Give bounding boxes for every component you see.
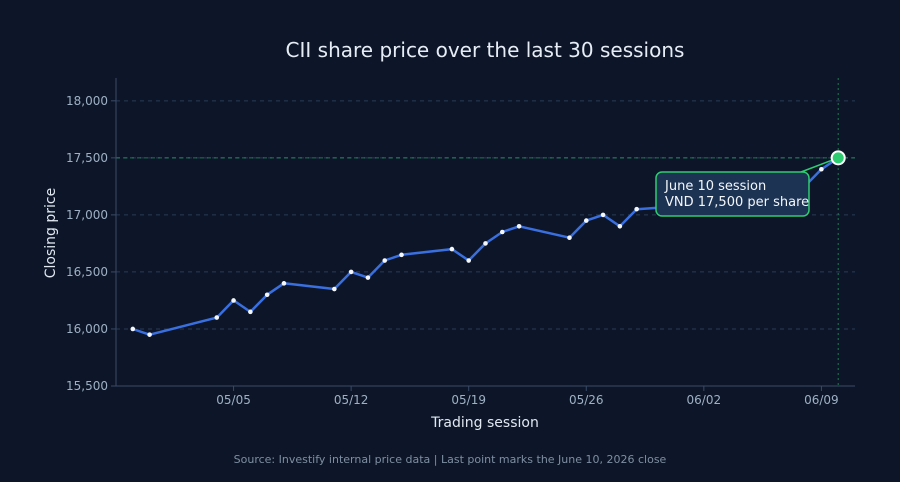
annotation-box (655, 171, 810, 217)
price-point (332, 286, 337, 292)
price-point (365, 275, 371, 280)
price-point (130, 326, 136, 332)
y-tick-label: 17,500 (66, 151, 108, 165)
price-point (499, 229, 505, 235)
x-axis-title: Trading session (430, 415, 539, 431)
y-tick-label: 16,000 (66, 322, 108, 336)
price-point (600, 212, 606, 218)
price-point (634, 206, 639, 212)
x-tick-label: 05/12 (334, 393, 369, 407)
annotation-text: June 10 session (664, 179, 766, 194)
price-point (382, 258, 388, 263)
price-point (214, 315, 220, 320)
grid-layer (116, 78, 855, 387)
price-point (567, 235, 572, 241)
annotation-text: VND 17,500 per share (665, 195, 809, 210)
price-point (399, 252, 404, 258)
y-tick-label: 17,000 (66, 208, 108, 222)
x-tick-label: 06/09 (804, 393, 839, 407)
source-note: Source: Investify internal price data | … (234, 453, 667, 466)
y-tick-label: 16,500 (66, 265, 108, 279)
price-point (348, 269, 354, 275)
price-point (583, 218, 589, 223)
price-point (819, 166, 824, 172)
price-point (231, 298, 236, 303)
x-tick-label: 05/05 (216, 393, 251, 407)
price-point (516, 223, 522, 229)
x-tick-label: 05/26 (569, 393, 604, 407)
price-point (466, 258, 472, 263)
price-point (449, 246, 455, 252)
price-point (248, 309, 253, 315)
x-tick-label: 06/02 (687, 393, 722, 407)
x-tick-label: 05/19 (451, 393, 486, 407)
price-point (147, 332, 152, 337)
price-point (617, 223, 623, 229)
price-point (483, 241, 488, 246)
price-point (264, 292, 270, 298)
price-point (281, 281, 287, 286)
y-tick-label: 18,000 (66, 94, 108, 108)
axes-layer: 15,500 16,000 16,500 17,000 17,500 18,000 05/0… (66, 78, 855, 407)
y-axis-title: Closing price (43, 188, 59, 278)
last-price-highlight (830, 150, 846, 166)
chart-title: CII share price over the last 30 session… (286, 38, 685, 62)
y-tick-label: 15,500 (66, 379, 108, 393)
